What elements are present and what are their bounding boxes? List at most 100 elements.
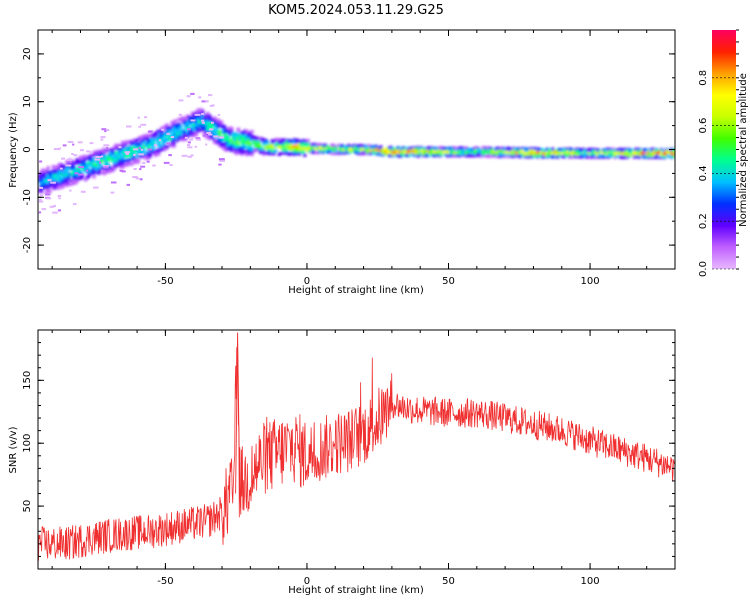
heatmap-cell bbox=[99, 151, 103, 155]
heatmap-noise bbox=[101, 155, 104, 158]
heatmap-cell bbox=[243, 145, 247, 149]
heatmap-cell bbox=[53, 165, 57, 169]
heatmap-cell bbox=[292, 144, 297, 148]
heatmap-noise bbox=[101, 128, 107, 131]
heatmap-noise bbox=[205, 100, 209, 103]
heatmap-noise bbox=[50, 181, 56, 184]
heatmap-cell bbox=[90, 165, 95, 169]
heatmap-cell bbox=[41, 168, 45, 172]
heatmap-cell bbox=[139, 139, 144, 144]
spectrogram-y-axis-label: Frequency (Hz) bbox=[8, 112, 19, 188]
heatmap-cell bbox=[272, 145, 276, 149]
heatmap-cell bbox=[194, 133, 198, 137]
heatmap-cell bbox=[58, 170, 62, 174]
heatmap-cell bbox=[148, 152, 152, 157]
heatmap-cell bbox=[136, 158, 140, 162]
heatmap-cell bbox=[162, 135, 166, 139]
heatmap-noise bbox=[190, 154, 194, 157]
heatmap-cell bbox=[92, 163, 96, 167]
heatmap-cell bbox=[260, 137, 264, 141]
heatmap-cell bbox=[615, 154, 619, 158]
heatmap-noise bbox=[121, 170, 126, 173]
heatmap-noise bbox=[141, 148, 144, 151]
heatmap-noise bbox=[100, 136, 106, 139]
heatmap-cell bbox=[170, 129, 174, 133]
heatmap-noise bbox=[105, 129, 110, 132]
heatmap-cell bbox=[97, 168, 101, 172]
heatmap-cell bbox=[121, 140, 125, 145]
x-tick-label: -50 bbox=[157, 276, 173, 287]
heatmap-cell bbox=[314, 144, 319, 148]
heatmap-cell bbox=[362, 144, 366, 148]
heatmap-noise bbox=[67, 159, 73, 161]
heatmap-cell bbox=[430, 152, 434, 156]
heatmap-cell bbox=[299, 143, 303, 147]
heatmap-cell bbox=[608, 151, 613, 155]
heatmap-cell bbox=[240, 141, 244, 145]
heatmap-cell bbox=[190, 132, 195, 136]
heatmap-cell bbox=[438, 152, 443, 156]
heatmap-cell bbox=[55, 181, 59, 185]
heatmap-cell bbox=[139, 155, 144, 159]
heatmap-cell bbox=[99, 159, 103, 163]
heatmap-noise bbox=[158, 139, 162, 142]
heatmap-cell bbox=[255, 145, 259, 149]
heatmap-cell bbox=[38, 179, 42, 183]
heatmap-cell bbox=[213, 121, 217, 125]
heatmap-noise bbox=[132, 148, 138, 151]
heatmap-noise bbox=[205, 143, 208, 146]
heatmap-cell bbox=[128, 158, 132, 162]
y-tick-label: 150 bbox=[22, 371, 33, 390]
heatmap-cell bbox=[148, 149, 152, 153]
heatmap-cell bbox=[472, 146, 477, 151]
heatmap-cell bbox=[415, 146, 419, 150]
heatmap-cell bbox=[472, 151, 477, 155]
heatmap-cell bbox=[387, 146, 392, 150]
heatmap-cell bbox=[216, 139, 220, 143]
heatmap-cell bbox=[223, 125, 227, 129]
heatmap-noise bbox=[65, 164, 72, 167]
heatmap-cell bbox=[156, 129, 161, 133]
heatmap-cell bbox=[362, 147, 366, 151]
heatmap-cell bbox=[374, 145, 378, 149]
heatmap-noise bbox=[186, 144, 191, 146]
heatmap-cell bbox=[367, 144, 371, 148]
heatmap-noise bbox=[194, 145, 197, 148]
heatmap-noise bbox=[147, 130, 153, 133]
heatmap-cell bbox=[182, 136, 186, 140]
heatmap-cell bbox=[578, 151, 582, 155]
y-tick-label: -10 bbox=[22, 189, 33, 205]
heatmap-cell bbox=[301, 147, 305, 151]
heatmap-cell bbox=[494, 154, 499, 159]
heatmap-cell bbox=[413, 153, 417, 157]
heatmap-cell bbox=[415, 147, 419, 151]
heatmap-noise bbox=[89, 151, 94, 154]
heatmap-cell bbox=[145, 144, 149, 148]
heatmap-noise bbox=[67, 141, 74, 143]
y-tick-label: 20 bbox=[22, 48, 33, 61]
heatmap-cell bbox=[104, 161, 108, 165]
x-tick-label: 100 bbox=[581, 576, 600, 587]
heatmap-cell bbox=[348, 147, 353, 151]
heatmap-cell bbox=[608, 147, 613, 151]
heatmap-cell bbox=[223, 137, 227, 141]
heatmap-cell bbox=[165, 123, 169, 127]
heatmap-noise bbox=[61, 157, 65, 160]
heatmap-cell bbox=[112, 151, 117, 155]
heatmap-cell bbox=[370, 145, 375, 149]
heatmap-cell bbox=[652, 153, 657, 157]
heatmap-cell bbox=[581, 148, 585, 152]
heatmap-noise bbox=[153, 144, 158, 147]
heatmap-cell bbox=[104, 159, 108, 163]
heatmap-cell bbox=[148, 139, 152, 143]
heatmap-cell bbox=[131, 154, 135, 158]
x-tick-label: 50 bbox=[442, 576, 455, 587]
heatmap-cell bbox=[421, 152, 426, 156]
heatmap-cell bbox=[370, 150, 375, 154]
heatmap-cell bbox=[248, 144, 252, 148]
heatmap-cell bbox=[600, 151, 604, 155]
heatmap-cell bbox=[75, 179, 79, 183]
heatmap-cell bbox=[265, 141, 269, 145]
heatmap-cell bbox=[134, 155, 139, 159]
heatmap-cell bbox=[216, 122, 220, 126]
